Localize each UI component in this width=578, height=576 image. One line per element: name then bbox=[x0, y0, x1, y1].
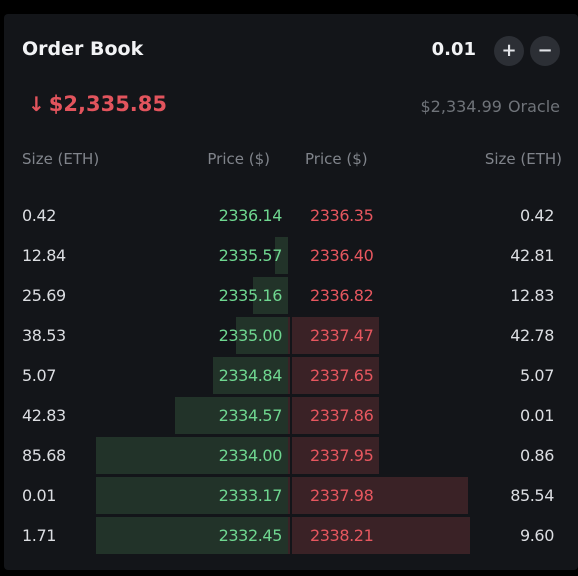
bid-depth-bar bbox=[96, 437, 288, 474]
order-book-row[interactable]: 1.71 2332.45 2338.21 9.60 bbox=[4, 516, 578, 556]
order-book-rows: 0.42 2336.14 2336.35 0.42 12.84 2335.57 2336.4… bbox=[4, 196, 578, 556]
ask-price-cell: 2337.86 bbox=[310, 406, 374, 425]
increase-tick-button[interactable]: + bbox=[494, 36, 524, 66]
bid-size-cell: 1.71 bbox=[22, 526, 57, 545]
bid-size-cell: 5.07 bbox=[22, 366, 57, 385]
arrow-down-icon: ↓ bbox=[28, 92, 45, 116]
bid-size-cell: 42.83 bbox=[22, 406, 66, 425]
ask-price-cell: 2336.40 bbox=[310, 246, 374, 265]
order-book-row[interactable]: 25.69 2335.16 2336.82 12.83 bbox=[4, 276, 578, 316]
minus-icon: − bbox=[537, 40, 553, 61]
ask-price-cell: 2337.95 bbox=[310, 446, 374, 465]
order-book-row[interactable]: 38.53 2335.00 2337.47 42.78 bbox=[4, 316, 578, 356]
order-book-row[interactable]: 42.83 2334.57 2337.86 0.01 bbox=[4, 396, 578, 436]
bid-size-cell: 38.53 bbox=[22, 326, 66, 345]
bid-depth-bar bbox=[253, 277, 288, 314]
bid-price-cell: 2335.00 bbox=[218, 326, 283, 345]
ask-size-cell: 0.01 bbox=[519, 406, 554, 425]
order-book-row[interactable]: 85.68 2334.00 2337.95 0.86 bbox=[4, 436, 578, 476]
ask-size-cell: 0.86 bbox=[519, 446, 554, 465]
bid-price-cell: 2332.45 bbox=[218, 526, 283, 545]
ask-size-cell: 9.60 bbox=[519, 526, 554, 545]
bid-price-cell: 2334.84 bbox=[218, 366, 283, 385]
order-book-title: Order Book bbox=[22, 38, 144, 60]
ask-price-cell: 2337.98 bbox=[310, 486, 374, 505]
ask-depth-bar bbox=[288, 517, 470, 554]
plus-icon: + bbox=[501, 40, 517, 61]
bid-price-cell: 2334.00 bbox=[218, 446, 283, 465]
order-book-row[interactable]: 0.01 2333.17 2337.98 85.54 bbox=[4, 476, 578, 516]
ask-size-cell: 12.83 bbox=[510, 286, 554, 305]
ask-size-cell: 42.78 bbox=[510, 326, 554, 345]
bid-size-cell: 0.01 bbox=[22, 486, 57, 505]
tick-size-value[interactable]: 0.01 bbox=[431, 39, 476, 60]
bid-size-header: Size (ETH) bbox=[22, 150, 100, 168]
ask-price-cell: 2337.47 bbox=[310, 326, 374, 345]
bid-size-cell: 0.42 bbox=[22, 206, 57, 225]
ask-size-cell: 42.81 bbox=[510, 246, 554, 265]
oracle-price-value: $2,334.99 bbox=[420, 97, 502, 116]
last-price: ↓ $2,335.85 bbox=[28, 92, 167, 116]
oracle-price: $2,334.99 Oracle bbox=[421, 97, 561, 116]
decrease-tick-button[interactable]: − bbox=[530, 36, 560, 66]
ask-depth-bar bbox=[288, 437, 379, 474]
bid-depth-bar bbox=[275, 237, 288, 274]
bid-size-cell: 25.69 bbox=[22, 286, 66, 305]
bid-size-cell: 85.68 bbox=[22, 446, 66, 465]
ask-price-cell: 2336.35 bbox=[310, 206, 374, 225]
center-divider bbox=[290, 196, 292, 556]
bid-depth-bar bbox=[96, 477, 288, 514]
bid-price-cell: 2336.14 bbox=[218, 206, 283, 225]
bid-price-cell: 2335.57 bbox=[218, 246, 283, 265]
bid-depth-bar bbox=[175, 397, 288, 434]
bid-size-cell: 12.84 bbox=[22, 246, 66, 265]
order-book-row[interactable]: 5.07 2334.84 2337.65 5.07 bbox=[4, 356, 578, 396]
ask-size-cell: 5.07 bbox=[519, 366, 554, 385]
ask-price-cell: 2338.21 bbox=[310, 526, 374, 545]
bid-depth-bar bbox=[213, 357, 288, 394]
oracle-label: Oracle bbox=[507, 97, 560, 116]
ask-depth-bar bbox=[288, 477, 468, 514]
ask-price-cell: 2336.82 bbox=[310, 286, 374, 305]
ask-price-cell: 2337.65 bbox=[310, 366, 374, 385]
ask-size-cell: 85.54 bbox=[510, 486, 554, 505]
ask-size-cell: 0.42 bbox=[519, 206, 554, 225]
ask-size-header: Size (ETH) bbox=[484, 150, 562, 168]
bid-price-cell: 2335.16 bbox=[218, 286, 283, 305]
ask-depth-bar bbox=[288, 357, 379, 394]
ask-depth-bar bbox=[288, 397, 379, 434]
order-book-panel: Order Book 0.01 + − ↓ $2,335.85 $2,334.9… bbox=[4, 14, 578, 570]
bid-depth-bar bbox=[96, 517, 288, 554]
bid-price-cell: 2333.17 bbox=[218, 486, 283, 505]
ask-depth-bar bbox=[288, 317, 379, 354]
order-book-row[interactable]: 12.84 2335.57 2336.40 42.81 bbox=[4, 236, 578, 276]
order-book-row[interactable]: 0.42 2336.14 2336.35 0.42 bbox=[4, 196, 578, 236]
bid-price-cell: 2334.57 bbox=[218, 406, 283, 425]
ask-price-header: Price ($) bbox=[305, 150, 368, 168]
bid-price-header: Price ($) bbox=[207, 150, 270, 168]
last-price-value: $2,335.85 bbox=[48, 92, 168, 116]
bid-depth-bar bbox=[236, 317, 288, 354]
